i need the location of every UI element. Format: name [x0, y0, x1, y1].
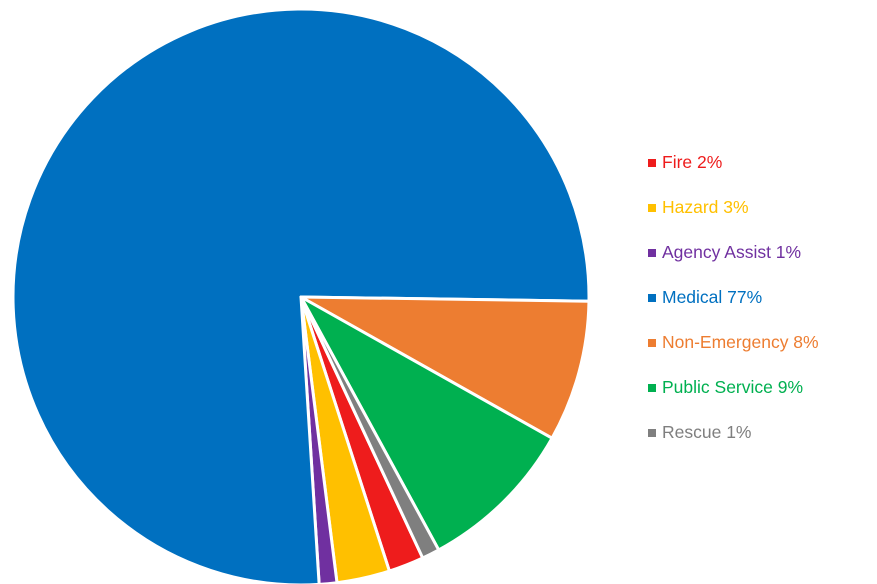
legend-swatch-rescue [648, 428, 656, 437]
legend-item-medical: Medical 77% [648, 275, 877, 320]
legend-item-hazard: Hazard 3% [648, 185, 877, 230]
legend-swatch-non-emergency [648, 338, 656, 347]
legend-item-rescue: Rescue 1% [648, 410, 877, 455]
pie-slice-rescue [299, 295, 441, 560]
legend-swatch-public-service [648, 383, 656, 392]
legend-label-medical: Medical 77% [662, 287, 763, 307]
legend-label-agency-assist: Agency Assist 1% [662, 242, 802, 262]
legend-swatch-agency-assist [648, 248, 656, 257]
legend-item-public-service: Public Service 9% [648, 365, 877, 410]
legend-swatch-medical [648, 293, 656, 302]
pie-slice-public-service [299, 295, 554, 552]
pie-slices [11, 7, 591, 584]
legend-label-fire: Fire 2% [662, 152, 723, 172]
legend-label-public-service: Public Service 9% [662, 377, 804, 397]
legend-label-non-emergency: Non-Emergency 8% [662, 332, 819, 352]
chart-legend: Fire 2% Hazard 3% Agency Assist 1% Medic… [648, 140, 877, 455]
legend-swatch-fire [648, 158, 656, 167]
legend-item-agency-assist: Agency Assist 1% [648, 230, 877, 275]
legend-item-non-emergency: Non-Emergency 8% [648, 320, 877, 365]
legend-item-fire: Fire 2% [648, 140, 877, 185]
legend-label-rescue: Rescue 1% [662, 422, 752, 442]
legend-swatch-hazard [648, 203, 656, 212]
pie-slice-non-emergency [299, 295, 591, 440]
legend-label-hazard: Hazard 3% [662, 197, 749, 217]
